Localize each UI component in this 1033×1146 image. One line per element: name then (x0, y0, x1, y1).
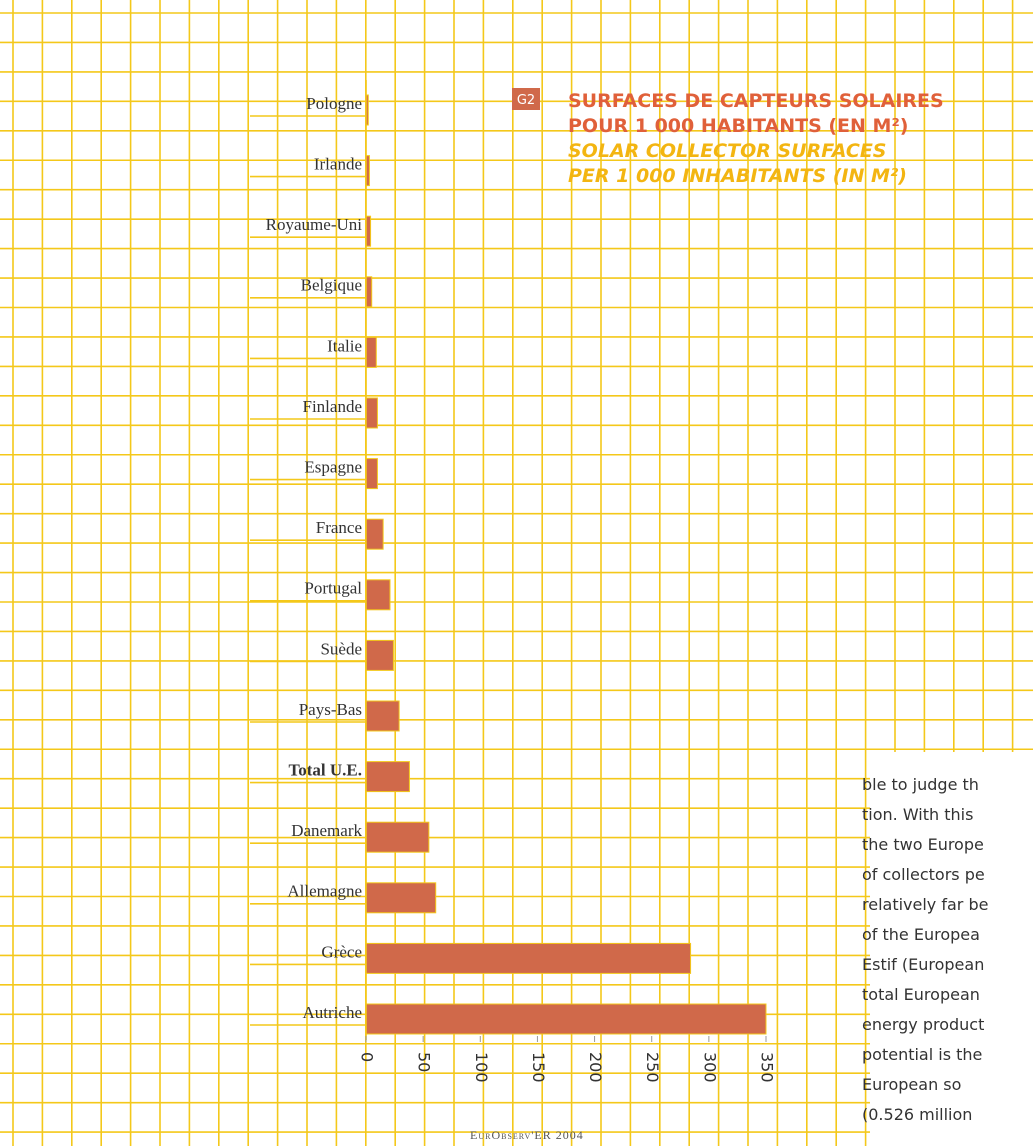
category-label: Autriche (303, 1003, 362, 1022)
title: SURFACES DE CAPTEURS SOLAIRES (568, 90, 944, 112)
subtitle: PER 1 000 INHABITANTS (IN M²) (568, 165, 907, 187)
article-line: relatively far be (862, 895, 988, 914)
category-label: Belgique (301, 276, 362, 295)
bar (365, 700, 400, 732)
article-line: (0.526 million (862, 1105, 972, 1124)
x-tick-label: 0 (358, 1052, 377, 1062)
article-line: total European (862, 985, 980, 1004)
category-label: Grèce (321, 942, 362, 961)
article-line: ble to judge th (862, 775, 979, 794)
category-label: Pologne (306, 94, 362, 113)
bar (365, 942, 692, 974)
article-line: Estif (European (862, 955, 984, 974)
bar (365, 1003, 767, 1035)
title: POUR 1 000 HABITANTS (EN M²) (568, 115, 908, 137)
category-label: Total U.E. (288, 761, 362, 780)
bar (365, 821, 430, 853)
x-tick-label: 350 (758, 1052, 777, 1083)
article-line: tion. With this (862, 805, 973, 824)
article-line: potential is the (862, 1045, 982, 1064)
article-line: of the Europea (862, 925, 980, 944)
category-label: Portugal (304, 579, 362, 598)
category-label: France (316, 518, 362, 537)
x-tick-label: 150 (529, 1052, 548, 1083)
category-label: Finlande (303, 397, 363, 416)
article-line: of collectors pe (862, 865, 985, 884)
category-label: Danemark (291, 821, 362, 840)
category-label: Italie (327, 336, 362, 355)
badge: G2 (517, 93, 535, 108)
category-label: Pays-Bas (299, 700, 362, 719)
x-tick-label: 100 (472, 1052, 491, 1083)
article-line: the two Europe (862, 835, 984, 854)
bar (365, 276, 373, 308)
category-label: Suède (320, 639, 362, 658)
article-line: European so (862, 1075, 961, 1094)
text-area (870, 752, 1033, 1146)
bar (365, 882, 437, 914)
subtitle: SOLAR COLLECTOR SURFACES (568, 140, 886, 162)
bar (365, 579, 391, 611)
category-label: Espagne (304, 458, 362, 477)
bar (365, 336, 377, 368)
bar (365, 458, 378, 490)
article-line: energy product (862, 1015, 984, 1034)
x-tick-label: 300 (700, 1052, 719, 1083)
x-tick-label: 50 (415, 1052, 434, 1072)
badge-bg (512, 88, 540, 110)
x-tick-label: 250 (643, 1052, 662, 1083)
bar (365, 518, 384, 550)
bar (365, 639, 394, 671)
source: EurObserv'ER 2004 (470, 1128, 584, 1142)
category-label: Allemagne (287, 882, 362, 901)
x-tick-label: 200 (586, 1052, 605, 1083)
category-label: Royaume-Uni (266, 215, 363, 234)
bar (365, 397, 378, 429)
category-label: Irlande (314, 155, 362, 174)
bar (365, 761, 410, 793)
